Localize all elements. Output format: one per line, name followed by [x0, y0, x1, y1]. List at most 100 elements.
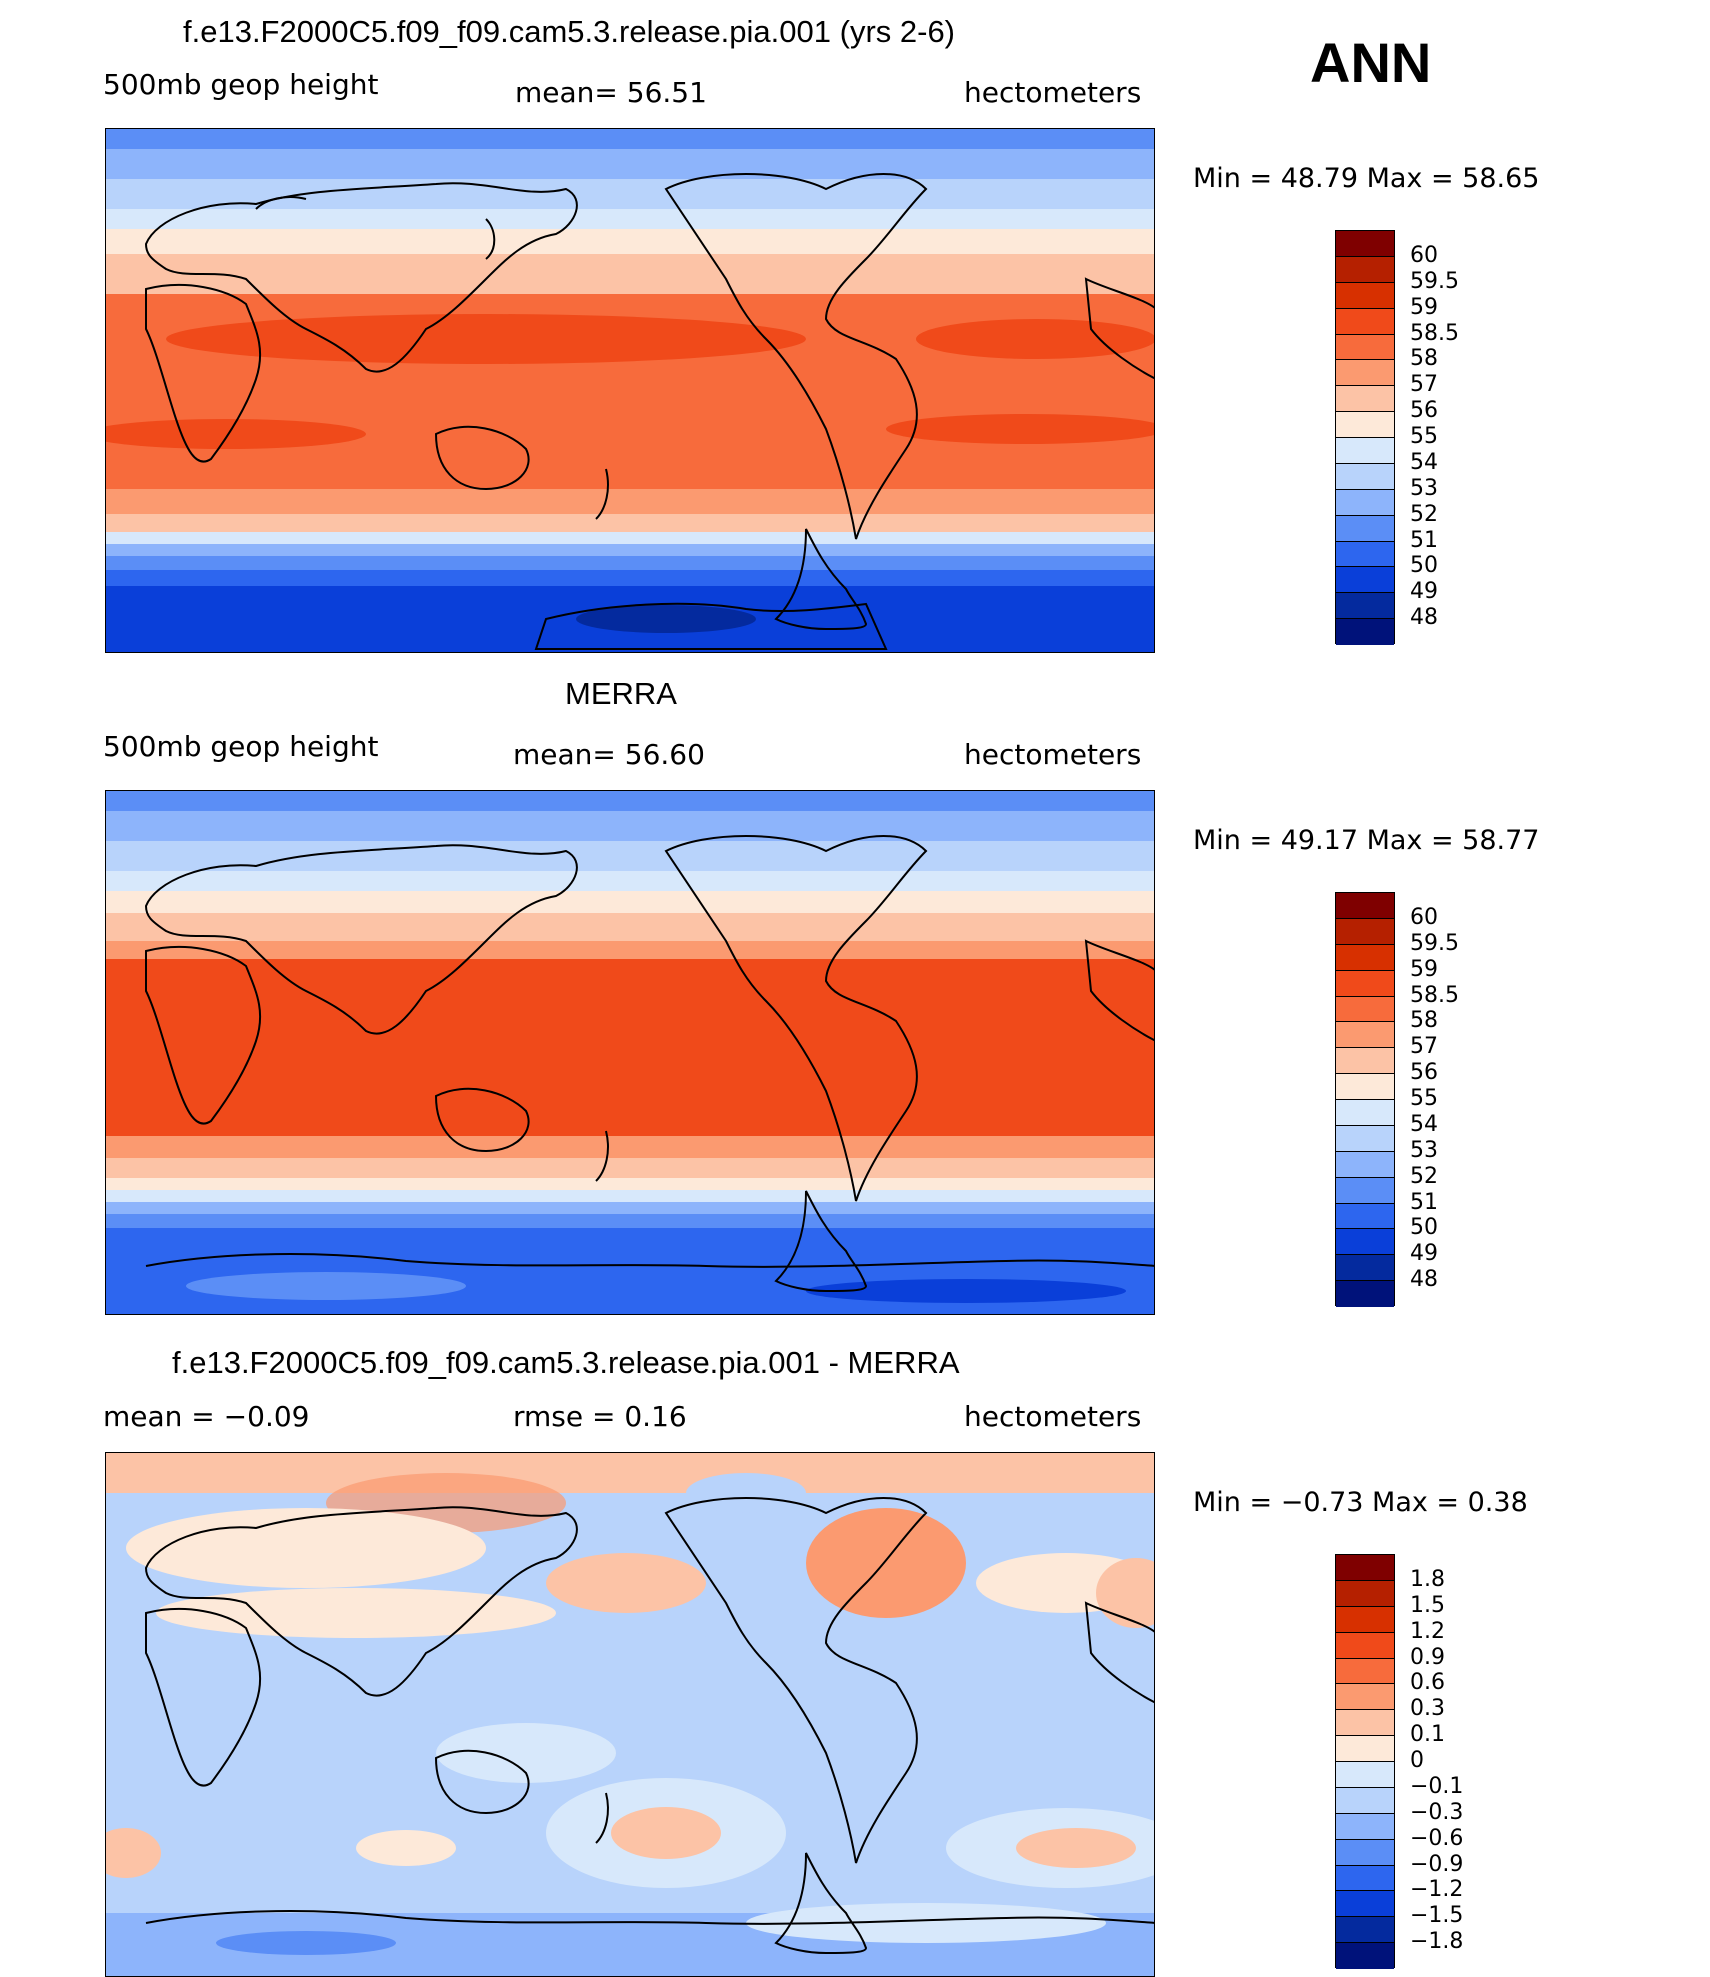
colorbar-swatch	[1336, 1125, 1394, 1152]
panel-2-mean: mean= 56.60	[513, 738, 705, 771]
colorbar-swatch	[1336, 619, 1394, 645]
colorbar-swatch	[1336, 1943, 1394, 1969]
colorbar-swatch	[1336, 463, 1394, 490]
season-label: ANN	[1310, 31, 1432, 94]
colorbar-label: 0.9	[1410, 1644, 1445, 1670]
colorbar-swatch	[1336, 1736, 1394, 1762]
colorbar-label: 48	[1410, 605, 1438, 631]
colorbar-swatch	[1336, 1555, 1394, 1581]
panel-2-map-svg	[106, 791, 1154, 1314]
colorbar-label: 50	[1410, 553, 1438, 579]
colorbar-label: 48	[1410, 1267, 1438, 1293]
colorbar-swatch	[1336, 593, 1394, 620]
panel-1-units: hectometers	[964, 76, 1142, 109]
colorbar-label: 57	[1410, 1034, 1438, 1060]
colorbar-swatch	[1336, 918, 1394, 945]
colorbar-swatch	[1336, 360, 1394, 387]
colorbar-label: 51	[1410, 527, 1438, 553]
colorbar-label: 59	[1410, 294, 1438, 320]
panel-1-map	[105, 128, 1155, 653]
colorbar-label: 49	[1410, 579, 1438, 605]
colorbar-label: 51	[1410, 1189, 1438, 1215]
colorbar-label: 50	[1410, 1215, 1438, 1241]
colorbar-swatch	[1336, 308, 1394, 335]
colorbar-label: 1.5	[1410, 1592, 1445, 1618]
colorbar-swatch	[1336, 386, 1394, 413]
panel-2-units: hectometers	[964, 738, 1142, 771]
colorbar-swatch	[1336, 1684, 1394, 1711]
colorbar-swatch	[1336, 1100, 1394, 1126]
colorbar-swatch	[1336, 256, 1394, 283]
colorbar-label: −0.1	[1410, 1773, 1464, 1799]
colorbar-swatch	[1336, 1762, 1394, 1788]
panel-2-minmax: Min = 49.17 Max = 58.77	[1193, 825, 1540, 856]
panel-3-title: f.e13.F2000C5.f09_f09.cam5.3.release.pia…	[172, 1345, 960, 1380]
panel-2-colorbar	[1335, 892, 1395, 1307]
colorbar-swatch	[1336, 1229, 1394, 1256]
colorbar-label: 55	[1410, 424, 1438, 449]
colorbar-swatch	[1336, 1606, 1394, 1633]
colorbar-swatch	[1336, 1839, 1394, 1866]
colorbar-label: −1.2	[1410, 1877, 1464, 1903]
colorbar-swatch	[1336, 1580, 1394, 1607]
panel-1-minmax: Min = 48.79 Max = 58.65	[1193, 163, 1540, 194]
colorbar-label: −1.5	[1410, 1903, 1464, 1929]
colorbar-label: 52	[1410, 501, 1438, 527]
colorbar-label: 60	[1410, 904, 1438, 930]
colorbar-swatch	[1336, 1281, 1394, 1307]
colorbar-swatch	[1336, 1658, 1394, 1685]
colorbar-label: 54	[1410, 449, 1438, 475]
panel-1-map-svg	[106, 129, 1154, 652]
panel-1-colorbar	[1335, 230, 1395, 645]
colorbar-swatch	[1336, 1074, 1394, 1100]
colorbar-swatch	[1336, 567, 1394, 594]
colorbar-swatch	[1336, 1891, 1394, 1918]
panel-1-mean: mean= 56.51	[515, 76, 707, 109]
colorbar-label: 53	[1410, 1137, 1438, 1163]
colorbar-label: 1.8	[1410, 1566, 1445, 1592]
panel-3-rmse: rmse = 0.16	[513, 1400, 687, 1433]
panel-2-variable: 500mb geop height	[103, 730, 379, 763]
panel-2-title: MERRA	[565, 676, 677, 711]
panel-2-map	[105, 790, 1155, 1315]
colorbar-label: 52	[1410, 1163, 1438, 1189]
colorbar-swatch	[1336, 1177, 1394, 1204]
colorbar-swatch	[1336, 1813, 1394, 1840]
colorbar-swatch	[1336, 893, 1394, 919]
colorbar-swatch	[1336, 944, 1394, 971]
colorbar-label: 58.5	[1410, 320, 1459, 346]
colorbar-swatch	[1336, 1022, 1394, 1049]
panel-3-units: hectometers	[964, 1400, 1142, 1433]
panel-3-map-svg	[106, 1453, 1154, 1976]
colorbar-label: 56	[1410, 398, 1438, 424]
colorbar-swatch	[1336, 1632, 1394, 1659]
panel-1-variable: 500mb geop height	[103, 68, 379, 101]
colorbar-label: 55	[1410, 1086, 1438, 1111]
colorbar-swatch	[1336, 970, 1394, 997]
colorbar-label: 49	[1410, 1241, 1438, 1267]
colorbar-label: 59.5	[1410, 268, 1459, 294]
colorbar-label: 0.6	[1410, 1670, 1445, 1696]
colorbar-swatch	[1336, 489, 1394, 516]
colorbar-label: −0.9	[1410, 1851, 1464, 1877]
colorbar-label: 56	[1410, 1060, 1438, 1086]
colorbar-label: 0.1	[1410, 1722, 1445, 1748]
colorbar-swatch	[1336, 541, 1394, 568]
colorbar-swatch	[1336, 412, 1394, 438]
colorbar-swatch	[1336, 1255, 1394, 1282]
colorbar-label: 58	[1410, 1008, 1438, 1034]
colorbar-label: 54	[1410, 1111, 1438, 1137]
colorbar-swatch	[1336, 1203, 1394, 1230]
colorbar-swatch	[1336, 515, 1394, 542]
colorbar-swatch	[1336, 334, 1394, 361]
panel-3-map	[105, 1452, 1155, 1977]
colorbar-label: −1.8	[1410, 1929, 1464, 1955]
colorbar-label: −0.3	[1410, 1799, 1464, 1825]
colorbar-label: 59.5	[1410, 930, 1459, 956]
colorbar-label: 57	[1410, 372, 1438, 398]
colorbar-swatch	[1336, 1917, 1394, 1944]
colorbar-label: 60	[1410, 242, 1438, 268]
colorbar-swatch	[1336, 1151, 1394, 1178]
panel-3-minmax: Min = −0.73 Max = 0.38	[1193, 1487, 1528, 1518]
colorbar-swatch	[1336, 282, 1394, 309]
